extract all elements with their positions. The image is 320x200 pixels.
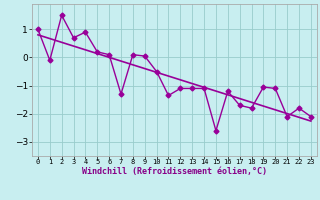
- X-axis label: Windchill (Refroidissement éolien,°C): Windchill (Refroidissement éolien,°C): [82, 167, 267, 176]
